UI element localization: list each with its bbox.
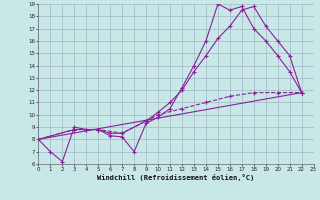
X-axis label: Windchill (Refroidissement éolien,°C): Windchill (Refroidissement éolien,°C) — [97, 174, 255, 181]
